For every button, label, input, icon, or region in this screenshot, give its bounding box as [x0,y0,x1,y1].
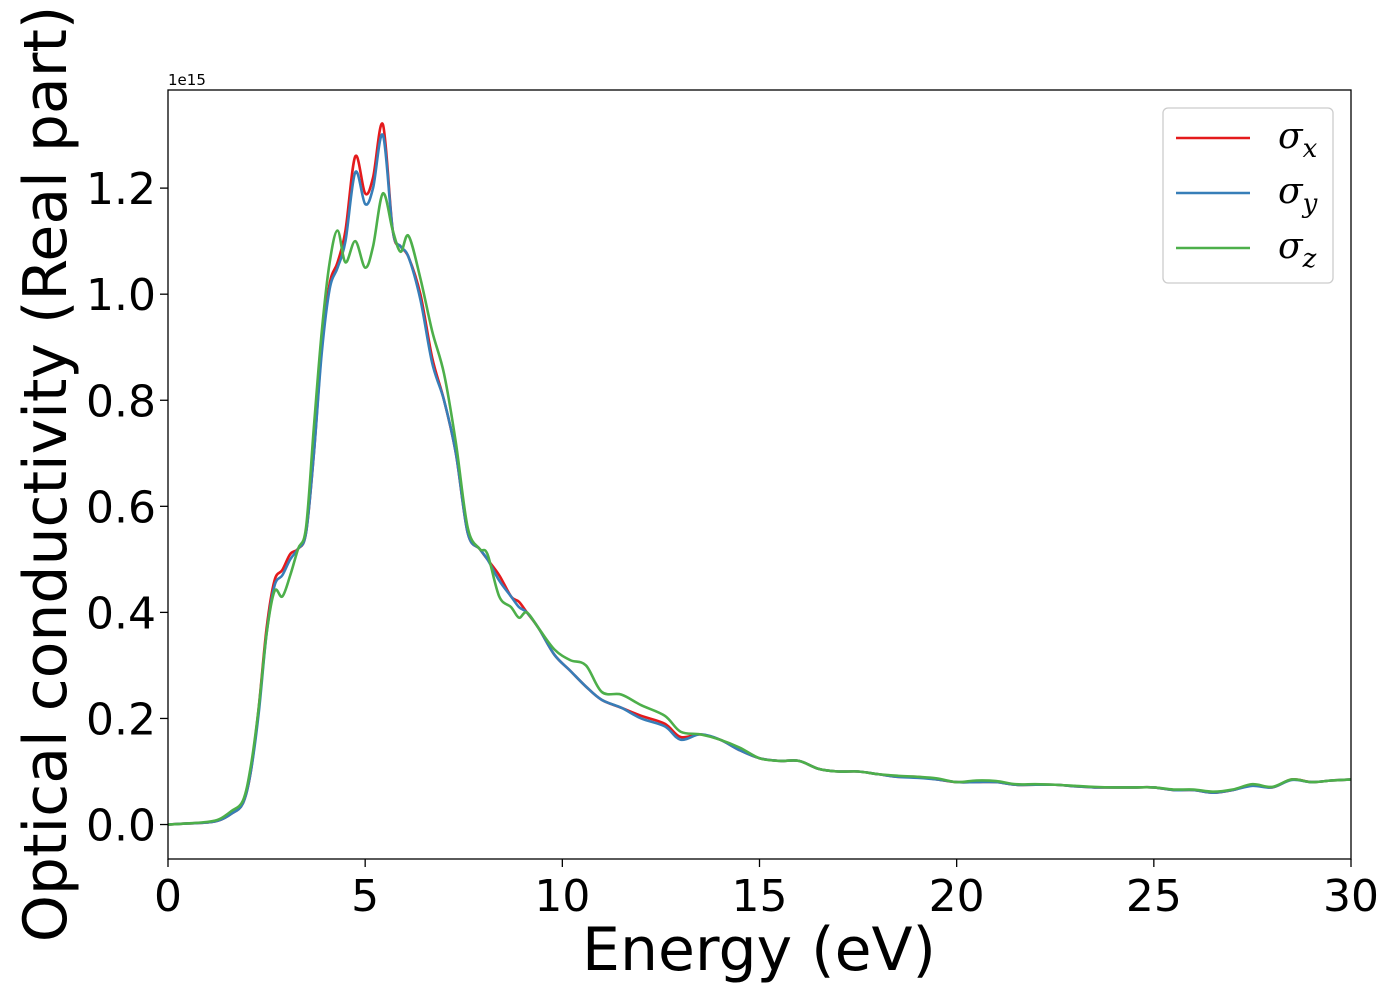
legend-box [1162,107,1334,284]
y-axis-title: Optical conductivity (Real part) [11,6,81,943]
y-tick-label: 0.8 [86,376,156,427]
x-axis-title: Energy (eV) [582,915,936,985]
y-tick-label: 0.2 [86,694,156,745]
y-tick-label: 0.0 [86,801,156,852]
y-tick-label: 1.2 [86,164,156,215]
x-tick-label: 30 [1323,871,1379,922]
x-tick-label: 10 [534,871,590,922]
y-tick-label: 0.6 [86,482,156,533]
y-tick-label: 1.0 [86,270,156,321]
x-axis: 0 5 10 15 20 25 30 [154,859,1379,922]
x-tick-label: 15 [732,871,788,922]
x-tick-label: 20 [929,871,985,922]
x-tick-label: 0 [154,871,182,922]
series-layer [167,122,1352,826]
y-axis: 0.0 0.2 0.4 0.6 0.8 1.0 1.2 [86,164,168,852]
x-tick-label: 5 [351,871,379,922]
series-line-z [167,192,1352,826]
x-tick-label: 25 [1126,871,1182,922]
y-tick-label: 0.4 [86,588,156,639]
y-exponent-label: 1e15 [168,71,206,89]
